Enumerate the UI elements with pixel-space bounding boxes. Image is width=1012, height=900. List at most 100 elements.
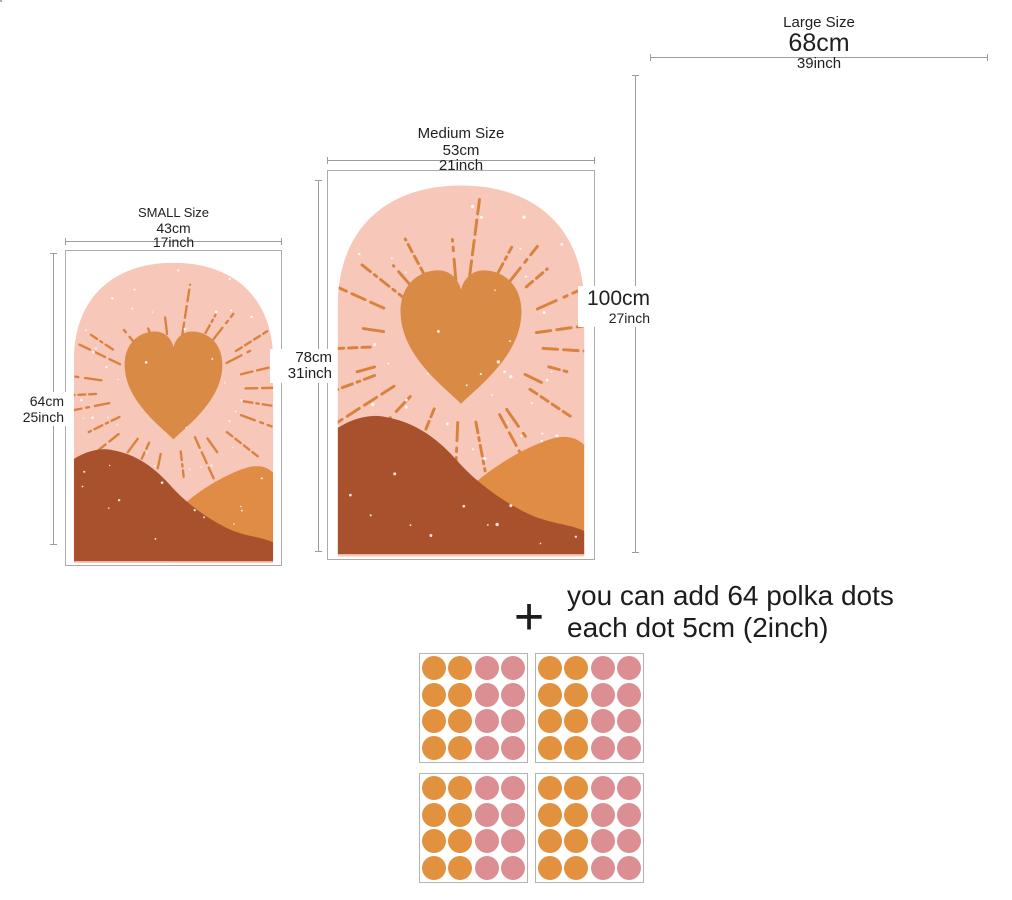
polka-dot-sheet <box>535 653 644 763</box>
small-height-inch: 25inch <box>22 409 64 425</box>
polka-dot <box>474 776 499 800</box>
polka-dot <box>590 802 615 827</box>
polka-dot-sheet <box>535 773 644 883</box>
polka-dot-grid <box>538 656 641 760</box>
polka-dot <box>422 776 446 800</box>
polka-dot <box>590 829 615 854</box>
medium-size-name: Medium Size <box>417 125 505 142</box>
polka-dot <box>564 829 589 854</box>
small-decal-preview <box>65 250 282 566</box>
polka-dot <box>500 802 525 827</box>
large-height-labels: 100cm 27inch <box>578 286 652 327</box>
polka-dot <box>616 855 641 880</box>
polka-dot-sheets <box>419 653 644 883</box>
small-arch-artwork <box>66 251 281 565</box>
polka-dot <box>500 776 525 800</box>
polka-dot <box>538 735 562 760</box>
small-height-labels: 64cm 25inch <box>4 392 66 426</box>
polka-dot <box>590 656 615 680</box>
polka-dot <box>564 682 589 707</box>
polka-dot <box>448 735 473 760</box>
polka-dot <box>448 656 473 680</box>
polka-dot-sheet <box>419 653 528 763</box>
polka-dot <box>564 656 589 680</box>
polka-dot <box>474 855 499 880</box>
polka-dot <box>538 829 562 854</box>
polka-dot <box>500 735 525 760</box>
polka-dot <box>422 855 446 880</box>
polka-dot-sheet <box>419 773 528 883</box>
polka-dot <box>616 802 641 827</box>
polka-dot-grid <box>422 776 525 880</box>
polka-dot <box>500 855 525 880</box>
polka-dot <box>616 656 641 680</box>
polka-dot <box>564 735 589 760</box>
polka-dot <box>564 709 589 734</box>
addon-line-1: you can add 64 polka dots <box>567 580 894 611</box>
large-height-cm: 100cm <box>586 287 650 310</box>
small-size-name: SMALL Size <box>137 205 210 220</box>
polka-dot <box>474 829 499 854</box>
large-width-cm: 68cm <box>788 29 850 57</box>
polka-dot <box>422 802 446 827</box>
polka-dot <box>448 776 473 800</box>
large-width-inch: 39inch <box>796 55 842 72</box>
medium-arch-artwork <box>328 171 594 559</box>
polka-dot <box>474 802 499 827</box>
polka-dot <box>474 735 499 760</box>
polka-dot <box>448 709 473 734</box>
polka-dot <box>538 682 562 707</box>
polka-dot <box>500 709 525 734</box>
large-size-name: Large Size <box>783 14 855 31</box>
addon-description: you can add 64 polka dots each dot 5cm (… <box>567 580 894 644</box>
polka-dot <box>590 855 615 880</box>
small-width-inch: 17inch <box>152 234 195 250</box>
polka-dot <box>538 855 562 880</box>
plus-sign: + <box>513 588 545 646</box>
polka-dot-grid <box>422 656 525 760</box>
polka-dot <box>538 709 562 734</box>
polka-dot <box>500 682 525 707</box>
polka-dot <box>448 682 473 707</box>
small-size-labels: SMALL Size 43cm 17inch <box>65 204 282 249</box>
polka-dot <box>616 735 641 760</box>
polka-dot <box>448 855 473 880</box>
medium-decal-preview <box>327 170 595 560</box>
polka-dot <box>616 829 641 854</box>
small-width-cm: 43cm <box>156 220 191 236</box>
polka-dot <box>422 682 446 707</box>
medium-width-inch: 21inch <box>438 157 484 174</box>
medium-height-inch: 31inch <box>287 365 332 382</box>
polka-dot <box>616 709 641 734</box>
addon-line-2: each dot 5cm (2inch) <box>567 612 829 643</box>
polka-dot <box>616 776 641 800</box>
polka-dot <box>422 656 446 680</box>
polka-dot <box>474 682 499 707</box>
polka-dot <box>500 656 525 680</box>
polka-dot <box>538 656 562 680</box>
large-height-inch: 27inch <box>608 310 650 326</box>
polka-dot <box>474 709 499 734</box>
medium-height-labels: 78cm 31inch <box>270 349 334 383</box>
polka-dot <box>590 682 615 707</box>
polka-dot <box>422 709 446 734</box>
polka-dot <box>448 829 473 854</box>
polka-dot <box>564 776 589 800</box>
polka-dot <box>616 682 641 707</box>
polka-dot <box>564 802 589 827</box>
medium-height-cm: 78cm <box>295 349 332 366</box>
polka-dot <box>448 802 473 827</box>
polka-dot <box>538 802 562 827</box>
medium-size-labels: Medium Size 53cm 21inch <box>327 125 595 173</box>
large-decal-preview <box>0 0 2 2</box>
large-width-dimension-line <box>650 54 988 61</box>
medium-width-cm: 53cm <box>442 142 480 159</box>
small-width-dimension-line <box>65 238 282 245</box>
polka-dot <box>590 709 615 734</box>
polka-dot <box>564 855 589 880</box>
polka-dot <box>422 735 446 760</box>
medium-width-dimension-line <box>327 157 595 164</box>
polka-dot <box>422 829 446 854</box>
polka-dot-grid <box>538 776 641 880</box>
